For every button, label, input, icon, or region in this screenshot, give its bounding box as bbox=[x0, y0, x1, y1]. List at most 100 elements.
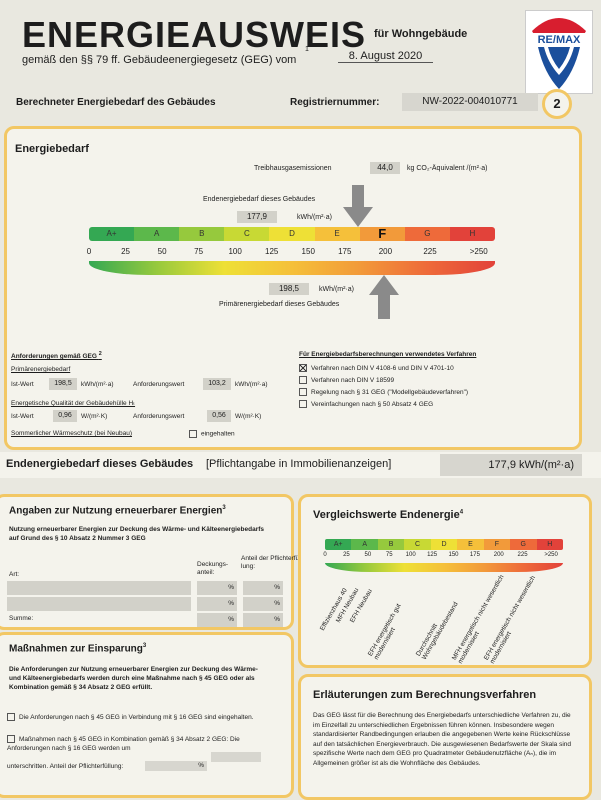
class-a: A bbox=[134, 227, 180, 241]
class-g: G bbox=[404, 227, 450, 241]
checkbox[interactable] bbox=[299, 388, 307, 397]
tick: 0 bbox=[86, 247, 92, 256]
checkbox[interactable] bbox=[189, 430, 197, 438]
class-c: C bbox=[404, 539, 431, 550]
checkbox[interactable] bbox=[299, 376, 307, 385]
renewables-desc: Nutzung erneuerbarer Energien zur Deckun… bbox=[9, 526, 265, 542]
shell-quality-title: Energetische Qualität der Gebäudehülle H… bbox=[11, 400, 136, 407]
pflicht-cell[interactable]: % bbox=[243, 613, 283, 627]
page-number: 2 bbox=[542, 89, 572, 119]
req-value: 103,2 bbox=[203, 378, 231, 390]
summer-protection-check[interactable]: eingehalten bbox=[189, 430, 235, 438]
tick: 150 bbox=[448, 552, 459, 558]
primary-energy-label: Primärenergiebedarf dieses Gebäudes bbox=[219, 301, 340, 308]
pct: % bbox=[228, 584, 234, 591]
checkbox[interactable] bbox=[7, 713, 15, 722]
energy-demand-panel: Energiebedarf Treibhausgasemissionen 44,… bbox=[4, 126, 582, 450]
method-item[interactable]: Regelung nach § 31 GEG ("Modellgebäudeve… bbox=[299, 387, 468, 399]
method-label: Verfahren nach DIN V 18599 bbox=[311, 377, 395, 384]
savings-option-1[interactable]: Die Anforderungen nach § 45 GEG in Verbi… bbox=[7, 713, 269, 722]
method-item[interactable]: Verfahren nach DIN V 18599 bbox=[299, 375, 468, 387]
tick: 75 bbox=[194, 247, 204, 256]
ist-unit: kWh/(m²·a) bbox=[81, 381, 114, 388]
method-label: Vereinfachungen nach § 50 Absatz 4 GEG bbox=[311, 401, 434, 408]
tick: >250 bbox=[544, 552, 558, 558]
comparison-label: EFH energetisch gut modernisiert bbox=[366, 602, 403, 661]
ist2-unit: W/(m²·K) bbox=[81, 413, 108, 420]
footnote-3: 3 bbox=[222, 505, 226, 511]
tick: 0 bbox=[323, 552, 327, 558]
class-h: H bbox=[536, 539, 563, 550]
energy-heading: Energiebedarf bbox=[15, 143, 89, 155]
checkbox[interactable] bbox=[7, 735, 15, 744]
option-2b-label: unterschritten. Anteil der Pflichterfüll… bbox=[7, 763, 124, 770]
methods-title: Für Energiebedarfsberechnungen verwendet… bbox=[299, 351, 477, 358]
pflicht-cell[interactable]: % bbox=[243, 581, 283, 595]
pct: % bbox=[274, 584, 280, 591]
anteil-cell[interactable]: % bbox=[197, 613, 237, 627]
building-type: für Wohngebäude bbox=[374, 28, 468, 40]
tick: 200 bbox=[378, 247, 393, 256]
class-b: B bbox=[377, 539, 405, 550]
comparison-label: MFH energetisch nicht wesentlich moderni… bbox=[450, 573, 506, 665]
pct: % bbox=[228, 616, 234, 623]
tick: 225 bbox=[517, 552, 528, 558]
class-e: E bbox=[457, 539, 484, 550]
methods-list: Verfahren nach DIN V 4108-6 und DIN V 47… bbox=[299, 363, 468, 411]
req2-unit: W/(m²·K) bbox=[235, 413, 262, 420]
reg-number-label: Registriernummer: bbox=[290, 97, 380, 108]
option-2-label: Maßnahmen nach § 45 GEG in Kombination g… bbox=[7, 736, 240, 752]
percent-input[interactable] bbox=[211, 752, 261, 762]
tick: 175 bbox=[338, 247, 352, 256]
energy-scale: A+ A B C D E F G H bbox=[89, 227, 495, 241]
end-energy-unit: kWh/(m²·a) bbox=[297, 214, 332, 221]
ist2-label: Ist-Wert bbox=[11, 413, 34, 420]
ist-label: Ist-Wert bbox=[11, 381, 34, 388]
end-energy-label: Endenergiebedarf dieses Gebäudes bbox=[203, 196, 316, 203]
anteil-cell[interactable]: % bbox=[197, 597, 237, 611]
remax-logo: RE/MAX bbox=[525, 10, 593, 94]
class-c: C bbox=[224, 227, 270, 241]
col-pflicht: Anteil der Pflichterfül- lung: bbox=[241, 555, 303, 570]
option-1-label: Die Anforderungen nach § 45 GEG in Verbi… bbox=[19, 714, 254, 721]
req2-value: 0,56 bbox=[207, 410, 231, 422]
tick: 75 bbox=[385, 552, 393, 558]
pct: % bbox=[274, 616, 280, 623]
tick: >250 bbox=[469, 247, 488, 256]
col-anteil: Deckungs- anteil: bbox=[197, 561, 229, 576]
anteil-cell[interactable]: % bbox=[197, 581, 237, 595]
class-f: F bbox=[359, 227, 405, 241]
art-row[interactable] bbox=[7, 597, 191, 611]
checkbox[interactable] bbox=[299, 400, 307, 409]
savings-option-2[interactable]: Maßnahmen nach § 45 GEG in Kombination g… bbox=[7, 735, 269, 753]
method-label: Verfahren nach DIN V 4108-6 und DIN V 47… bbox=[311, 365, 454, 372]
end-energy-summary: Endenergiebedarf dieses Gebäudes [Pflich… bbox=[0, 452, 601, 478]
end-energy-value: 177,9 bbox=[237, 211, 277, 223]
req-unit: kWh/(m²·a) bbox=[235, 381, 268, 388]
issue-date: 8. August 2020 bbox=[338, 50, 433, 63]
primary-energy-value: 198,5 bbox=[269, 283, 309, 295]
registration-row: Berechneter Energiebedarf des Gebäudes R… bbox=[12, 89, 582, 119]
method-item[interactable]: Verfahren nach DIN V 4108-6 und DIN V 47… bbox=[299, 363, 468, 375]
footnote-2: 2 bbox=[98, 351, 102, 357]
class-a: A bbox=[351, 539, 378, 550]
logo-text: RE/MAX bbox=[537, 34, 581, 46]
tick: 125 bbox=[265, 247, 279, 256]
tick: 100 bbox=[228, 247, 242, 256]
pflicht-cell[interactable]: % bbox=[243, 597, 283, 611]
comparison-panel: Vergleichswerte Endenergie4 A+ A B C D E… bbox=[298, 494, 592, 668]
checkbox-checked[interactable] bbox=[299, 364, 307, 373]
tick: 25 bbox=[121, 247, 130, 256]
energy-gradient-bar bbox=[89, 261, 495, 275]
art-row[interactable] bbox=[7, 581, 191, 595]
requirements-title-text: Anforderungen gemäß GEG bbox=[11, 353, 97, 361]
ghg-label: Treibhausgasemissionen bbox=[254, 165, 332, 172]
renewables-title: Angaben zur Nutzung erneuerbarer Energie… bbox=[9, 505, 226, 516]
fulfillment-input[interactable]: % bbox=[145, 761, 207, 771]
comparison-title-text: Vergleichswerte Endenergie bbox=[313, 509, 460, 521]
tick: 200 bbox=[493, 552, 504, 558]
ghg-value: 44,0 bbox=[370, 162, 400, 174]
class-g: G bbox=[510, 539, 537, 550]
method-item[interactable]: Vereinfachungen nach § 50 Absatz 4 GEG bbox=[299, 399, 468, 411]
tick: 100 bbox=[405, 552, 416, 558]
